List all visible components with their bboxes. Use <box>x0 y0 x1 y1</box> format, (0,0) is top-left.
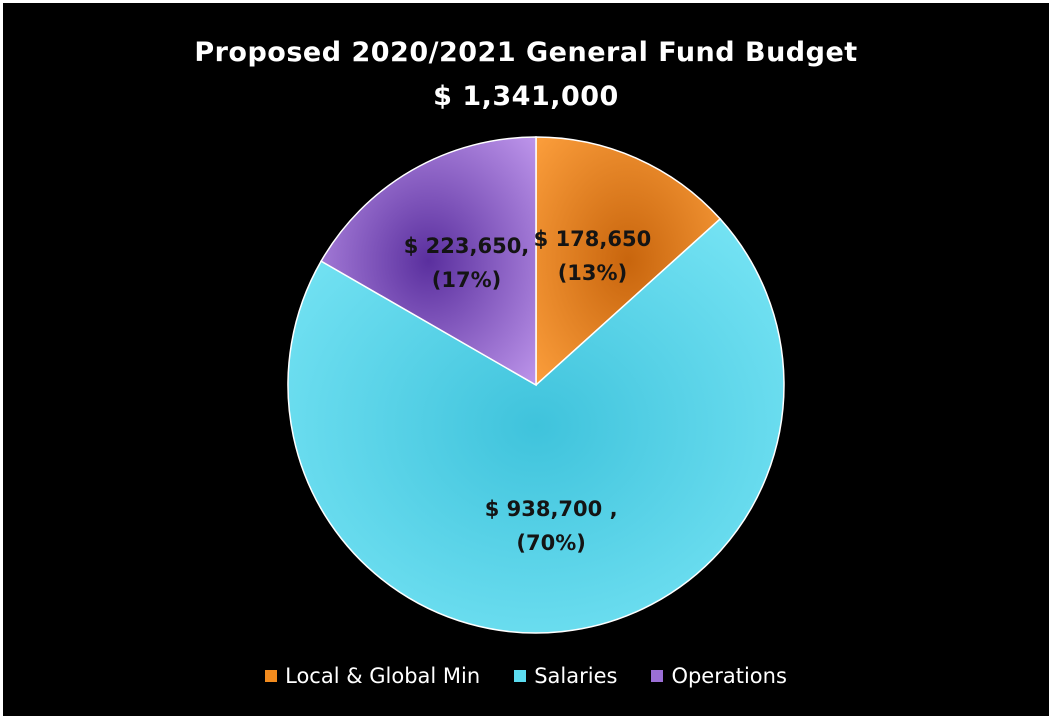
pie-slice-salaries <box>287 217 785 634</box>
legend-label-salaries: Salaries <box>534 664 618 688</box>
legend-item-salaries: Salaries <box>514 664 617 688</box>
legend-swatch-operations <box>651 670 664 682</box>
chart-legend: Local & Global Min Salaries Operations <box>3 664 1049 688</box>
legend-swatch-salaries <box>514 670 527 682</box>
legend-item-operations: Operations <box>651 664 787 688</box>
chart-frame: Proposed 2020/2021 General Fund Budget $… <box>3 3 1049 716</box>
pie-slice-operations <box>320 136 537 387</box>
pie-chart: $ 178,650 (13%) $ 938,700 , (70%) $ 223,650,… <box>287 136 785 634</box>
slice-label-salaries: $ 938,700 , (70%) <box>485 497 618 555</box>
chart-title-block: Proposed 2020/2021 General Fund Budget $… <box>3 31 1049 119</box>
pie-slices <box>287 136 785 634</box>
slice-label-operations: $ 223,650, (17%) <box>404 234 530 292</box>
legend-swatch-local-global-min <box>265 670 278 682</box>
pie-labels: $ 178,650 (13%) $ 938,700 , (70%) $ 223,650,… <box>404 227 651 555</box>
chart-title: Proposed 2020/2021 General Fund Budget <box>194 37 858 68</box>
pie-slice-local-global-min <box>535 136 722 387</box>
legend-label-operations: Operations <box>671 664 787 688</box>
legend-label-local-global-min: Local & Global Min <box>285 664 481 688</box>
chart-subtitle: $ 1,341,000 <box>433 81 619 112</box>
slice-label-local-global-min: $ 178,650 (13%) <box>534 227 652 285</box>
legend-item-local-global-min: Local & Global Min <box>265 664 480 688</box>
